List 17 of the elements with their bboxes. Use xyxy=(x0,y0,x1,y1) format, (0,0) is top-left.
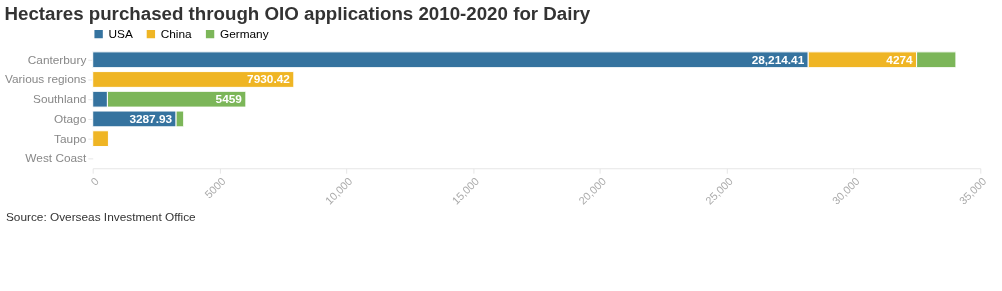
y-tick-label: Canterbury xyxy=(27,52,87,67)
legend-label: USA xyxy=(108,27,133,42)
x-tick-label: 0 xyxy=(88,174,101,188)
y-tick-label: Taupo xyxy=(54,131,87,146)
y-tick-label: Otago xyxy=(54,111,87,126)
data-label: 3287.93 xyxy=(129,111,173,126)
chart-title: Hectares purchased through OIO applications 2010-2020 for Dairy xyxy=(4,3,591,25)
data-label: 5459 xyxy=(215,92,243,107)
legend-label: China xyxy=(160,27,193,42)
legend-label: Germany xyxy=(219,27,269,42)
y-tick-label: Various regions xyxy=(4,72,87,87)
data-label: 28,214.41 xyxy=(751,52,805,67)
data-label: 7930.42 xyxy=(247,72,291,87)
y-tick-label: Southland xyxy=(33,92,87,107)
source-note: Source: Overseas Investment Office xyxy=(5,210,197,225)
data-label: 4274 xyxy=(886,52,914,67)
y-tick-label: West Coast xyxy=(25,151,87,166)
